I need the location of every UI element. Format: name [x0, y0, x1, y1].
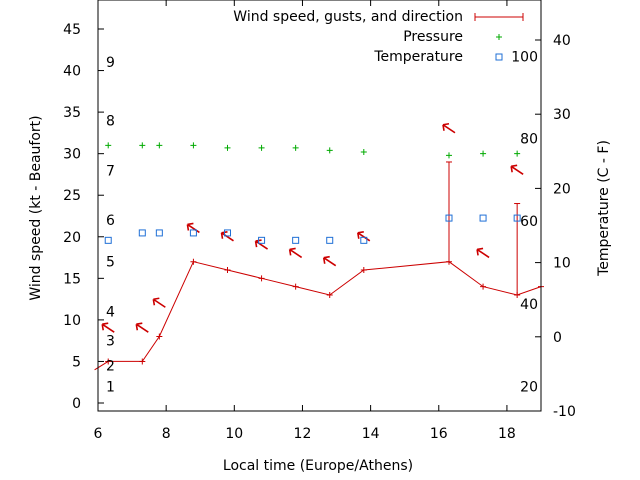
- wind-speed-point: [224, 267, 231, 274]
- fahrenheit-label: 100: [511, 49, 538, 65]
- wind-speed-point: [156, 333, 163, 340]
- legend-temperature-marker: [495, 53, 503, 61]
- pressure-point: [480, 150, 487, 157]
- wind-direction-arrow: [254, 239, 269, 250]
- x-tick-label: 14: [362, 426, 380, 442]
- pressure-point: [514, 150, 521, 157]
- fahrenheit-label: 80: [520, 132, 538, 148]
- wind-speed-point: [360, 267, 367, 274]
- temperature-point: [445, 214, 453, 222]
- wind-direction-arrow: [476, 247, 490, 259]
- pressure-point: [156, 142, 163, 149]
- x-tick-label: 8: [162, 426, 171, 442]
- axes: 6 8 10 12 14 16 18051015202530354045-100102030…: [63, 0, 576, 442]
- temperature-point: [360, 236, 368, 244]
- beaufort-label: 1: [106, 379, 115, 395]
- beaufort-label: 3: [106, 334, 115, 350]
- wind-direction-arrow: [288, 247, 303, 259]
- y-right-tick-label: -10: [553, 404, 576, 420]
- wind-direction-arrow: [101, 322, 115, 333]
- y-right-tick-label: 10: [553, 256, 571, 272]
- temperature-point: [189, 229, 197, 237]
- wind-speed-point: [480, 283, 487, 290]
- y-left-tick-label: 10: [63, 313, 81, 329]
- temperature-point: [326, 236, 334, 244]
- temperature-point: [292, 236, 300, 244]
- pressure-point: [292, 144, 299, 151]
- wind-direction-arrow: [152, 297, 166, 308]
- y-axis-right-title: Temperature (C - F): [596, 140, 612, 277]
- wind-speed-line: [94, 261, 542, 371]
- beaufort-label: 7: [106, 163, 115, 179]
- pressure-point: [258, 144, 265, 151]
- fahrenheit-label: 60: [520, 214, 538, 230]
- temperature-point: [223, 229, 231, 237]
- y-right-tick-label: 20: [553, 181, 571, 197]
- y-right-tick-label: 0: [553, 330, 562, 346]
- pressure-point: [224, 144, 231, 151]
- legend-pressure-label: Pressure: [403, 29, 463, 45]
- y-axis-left-title: Wind speed (kt - Beaufort): [28, 115, 44, 300]
- fahrenheit-label: 40: [520, 297, 538, 313]
- temperature-point: [155, 229, 163, 237]
- plot-area: [94, 122, 544, 371]
- pressure-point: [139, 142, 146, 149]
- pressure-point: [326, 147, 333, 154]
- wind-direction-arrow: [322, 255, 337, 267]
- legend: Wind speed, gusts, and direction Pressur…: [233, 9, 524, 65]
- y-left-tick-label: 25: [63, 188, 81, 204]
- legend-wind-label: Wind speed, gusts, and direction: [233, 9, 463, 25]
- y-left-tick-label: 30: [63, 147, 81, 163]
- temperature-point: [513, 214, 521, 222]
- y-left-tick-label: 40: [63, 64, 81, 80]
- pressure-point: [360, 149, 367, 156]
- plot-frame: [97, 0, 542, 412]
- y-left-tick-label: 20: [63, 230, 81, 246]
- x-tick-label: 12: [294, 426, 312, 442]
- x-axis-title: Local time (Europe/Athens): [223, 458, 413, 474]
- wind-speed-point: [292, 283, 299, 290]
- legend-pressure-marker: [496, 34, 502, 40]
- wind-direction-arrow: [510, 164, 524, 175]
- legend-temperature-label: Temperature: [373, 49, 463, 65]
- x-tick-label: 10: [225, 426, 243, 442]
- wind-direction-arrow: [442, 122, 456, 134]
- x-tick-label: 6: [94, 426, 103, 442]
- wind-speed-point: [258, 275, 265, 282]
- y-left-tick-label: 5: [72, 354, 81, 370]
- y-left-tick-label: 45: [63, 22, 81, 38]
- y-left-tick-label: 0: [72, 396, 81, 412]
- y-right-tick-label: 40: [553, 33, 571, 49]
- temperature-point: [479, 214, 487, 222]
- wind-speed-point: [139, 358, 146, 365]
- beaufort-label: 2: [106, 359, 115, 375]
- y-right-tick-label: 30: [553, 107, 571, 123]
- wind-speed-point: [190, 258, 197, 265]
- temperature-point: [138, 229, 146, 237]
- beaufort-label: 9: [106, 55, 115, 71]
- y-left-tick-label: 15: [63, 271, 81, 287]
- wind-speed-point: [326, 291, 333, 298]
- temperature-point: [258, 236, 266, 244]
- wind-speed-point: [105, 358, 112, 365]
- wind-direction-arrow: [135, 322, 149, 333]
- beaufort-label: 5: [106, 255, 115, 271]
- y-left-tick-label: 35: [63, 105, 81, 121]
- wind-direction-arrow: [357, 230, 371, 242]
- pressure-point: [445, 152, 452, 159]
- wind-direction-arrow: [186, 222, 200, 234]
- fahrenheit-label: 20: [520, 380, 538, 396]
- beaufort-label: 6: [106, 213, 115, 229]
- temperature-point: [104, 236, 112, 244]
- beaufort-label: 4: [106, 305, 115, 321]
- x-tick-label: 18: [498, 426, 516, 442]
- pressure-point: [105, 142, 112, 149]
- pressure-point: [190, 142, 197, 149]
- beaufort-label: 8: [106, 113, 115, 129]
- x-tick-label: 16: [430, 426, 448, 442]
